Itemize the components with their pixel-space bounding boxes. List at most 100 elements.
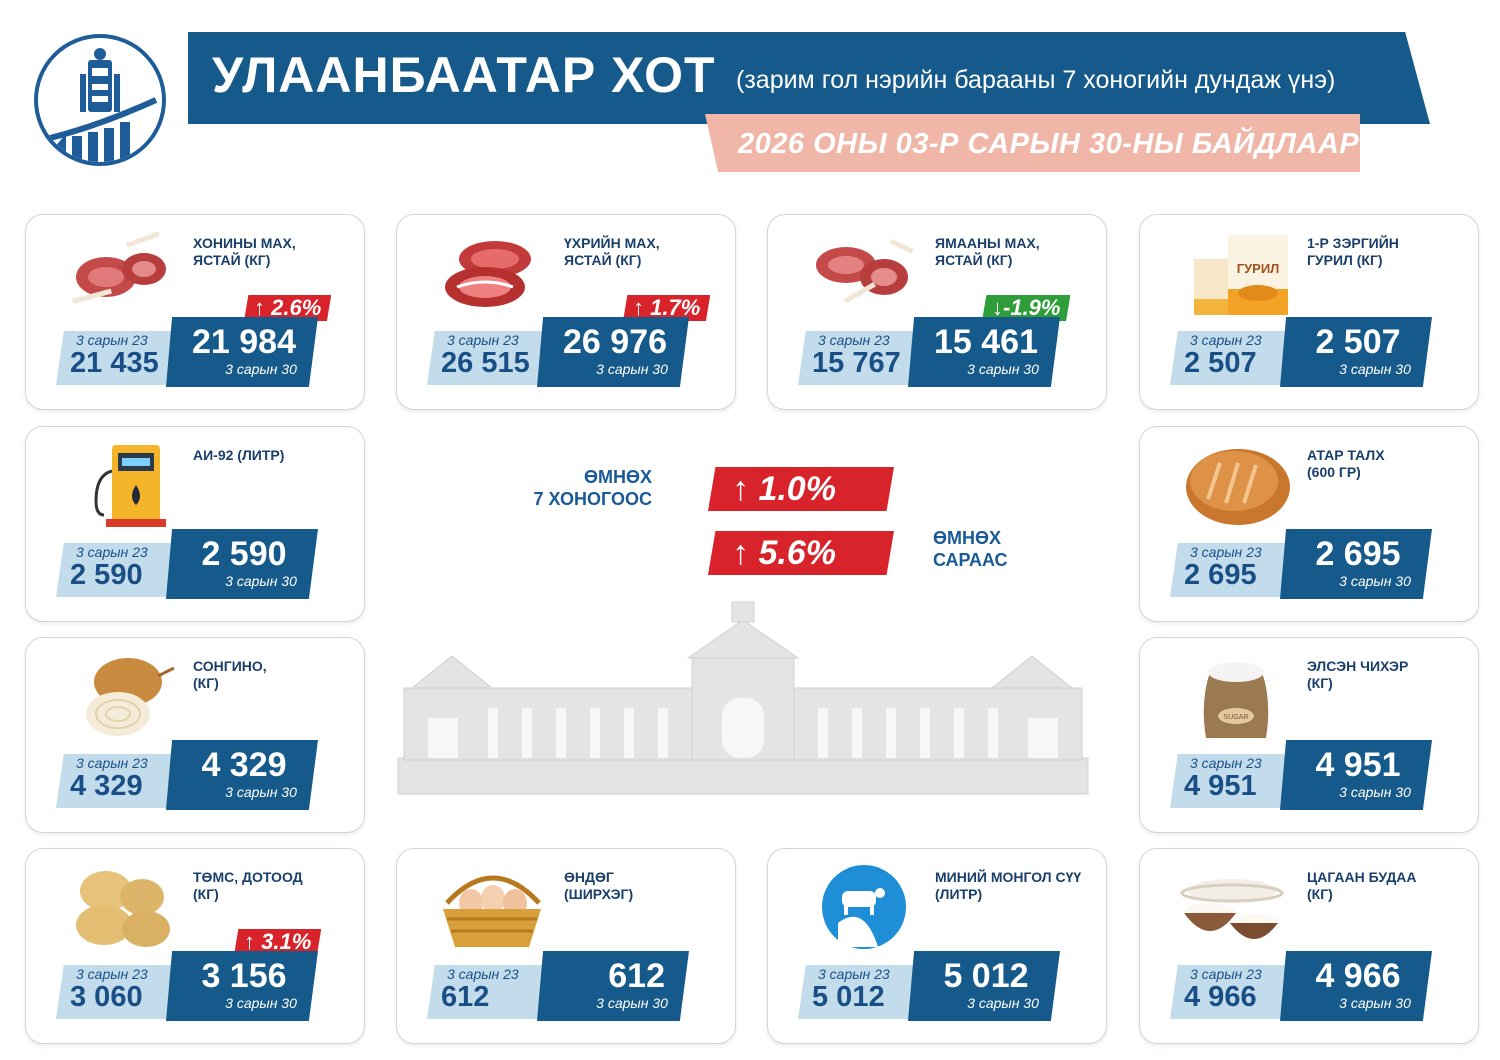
current-price: 26 976 bbox=[563, 323, 667, 361]
current-date-label: 3 сарын 30 bbox=[596, 361, 668, 377]
week-change-label: ӨМНӨХ 7 ХОНОГООС bbox=[533, 467, 652, 509]
product-card-lamb: ХОНИНЫ МАХ, ЯСТАЙ (КГ) ↑ 2.6% 3 сарын 23… bbox=[25, 214, 365, 410]
prev-date-label: 3 сарын 23 bbox=[447, 332, 519, 348]
current-price-box bbox=[537, 317, 689, 387]
product-name: АИ-92 (ЛИТР) bbox=[193, 447, 285, 463]
current-date-label: 3 сарын 30 bbox=[1339, 995, 1411, 1011]
current-price-box bbox=[1280, 529, 1432, 599]
current-price: 2 507 bbox=[1315, 323, 1401, 361]
current-price: 4 951 bbox=[1315, 746, 1401, 784]
product-card-bread: АТАР ТАЛХ (600 ГР) 3 сарын 23 2 695 2 69… bbox=[1139, 426, 1479, 622]
prev-date-label: 3 сарын 23 bbox=[1190, 966, 1262, 982]
prev-price-box bbox=[798, 331, 928, 385]
prev-price-box bbox=[56, 965, 186, 1019]
product-name: АТАР ТАЛХ (600 ГР) bbox=[1307, 447, 1385, 480]
product-name: ҮХРИЙН МАХ, ЯСТАЙ (КГ) bbox=[564, 235, 660, 268]
current-date-label: 3 сарын 30 bbox=[1339, 784, 1411, 800]
prev-price-box bbox=[1170, 543, 1300, 597]
current-price-box bbox=[908, 951, 1060, 1021]
prev-price: 2 590 bbox=[70, 559, 143, 591]
product-card-beef: ҮХРИЙН МАХ, ЯСТАЙ (КГ) ↑ 1.7% 3 сарын 23… bbox=[396, 214, 736, 410]
current-price-box bbox=[166, 317, 318, 387]
prev-price-box bbox=[427, 331, 557, 385]
date-banner bbox=[705, 114, 1360, 172]
prev-price-box bbox=[56, 331, 186, 385]
current-price-box bbox=[537, 951, 689, 1021]
onion-icon bbox=[86, 658, 175, 736]
change-badge: ↑ 1.7% bbox=[623, 295, 711, 321]
current-price: 4 966 bbox=[1315, 957, 1401, 995]
page-title: УЛААНБААТАР ХОТ bbox=[212, 47, 716, 103]
product-name: ӨНДӨГ (ШИРХЭГ) bbox=[564, 869, 634, 902]
current-price-box bbox=[166, 529, 318, 599]
prev-date-label: 3 сарын 23 bbox=[76, 966, 148, 982]
prev-date-label: 3 сарын 23 bbox=[1190, 755, 1262, 771]
milk-icon bbox=[822, 865, 906, 949]
change-badge: ↑ 3.1% bbox=[234, 929, 322, 955]
current-date-label: 3 сарын 30 bbox=[1339, 573, 1411, 589]
product-card-rice: ЦАГААН БУДАА (КГ) 3 сарын 23 4 966 4 966… bbox=[1139, 848, 1479, 1044]
current-price-box bbox=[166, 951, 318, 1021]
prev-price-box bbox=[1170, 965, 1300, 1019]
current-price-box bbox=[1280, 740, 1432, 810]
prev-price: 5 012 bbox=[812, 981, 885, 1013]
product-name: ТӨМС, ДОТООД (КГ) bbox=[193, 869, 303, 902]
current-price-box bbox=[1280, 317, 1432, 387]
current-date-label: 3 сарын 30 bbox=[225, 361, 297, 377]
current-price: 3 156 bbox=[201, 957, 287, 995]
prev-price: 2 507 bbox=[1184, 347, 1257, 379]
current-date-label: 3 сарын 30 bbox=[225, 995, 297, 1011]
product-card-flour: ГУРИЛ 1-Р ЗЭРГИЙН ГУРИЛ (КГ) 3 сарын 23 … bbox=[1139, 214, 1479, 410]
product-card-onion: СОНГИНО, (КГ) 3 сарын 23 4 329 4 329 3 с… bbox=[25, 637, 365, 833]
product-card-egg: ӨНДӨГ (ШИРХЭГ) 3 сарын 23 612 612 3 сары… bbox=[396, 848, 736, 1044]
bread-icon bbox=[1186, 449, 1290, 525]
prev-price: 15 767 bbox=[812, 347, 901, 379]
rice-bowl-icon bbox=[1180, 879, 1284, 939]
product-name: ХОНИНЫ МАХ, ЯСТАЙ (КГ) bbox=[193, 235, 296, 268]
current-date-label: 3 сарын 30 bbox=[225, 573, 297, 589]
current-price: 15 461 bbox=[934, 323, 1038, 361]
prev-date-label: 3 сарын 23 bbox=[447, 966, 519, 982]
current-price-box bbox=[1280, 951, 1432, 1021]
flour-bag-text: ГУРИЛ bbox=[1237, 261, 1280, 276]
goat-meat-icon bbox=[816, 239, 914, 304]
month-change-label: ӨМНӨХ САРААС bbox=[933, 528, 1008, 570]
page-subtitle: (зарим гол нэрийн барааны 7 хоногийн дун… bbox=[736, 66, 1336, 94]
product-card-milk: МИНИЙ МОНГОЛ СҮҮ (ЛИТР) 3 сарын 23 5 012… bbox=[767, 848, 1107, 1044]
prev-price: 21 435 bbox=[70, 347, 159, 379]
prev-price: 26 515 bbox=[441, 347, 530, 379]
prev-price-box bbox=[1170, 754, 1300, 808]
prev-price: 4 329 bbox=[70, 770, 143, 802]
prev-date-label: 3 сарын 23 bbox=[76, 544, 148, 560]
product-name: ЦАГААН БУДАА (КГ) bbox=[1307, 869, 1417, 902]
prev-price: 4 966 bbox=[1184, 981, 1257, 1013]
current-price: 612 bbox=[608, 957, 665, 995]
sugar-sack-text: SUGAR bbox=[1224, 714, 1249, 721]
current-date-label: 3 сарын 30 bbox=[967, 361, 1039, 377]
prev-price-box bbox=[798, 965, 928, 1019]
prev-date-label: 3 сарын 23 bbox=[76, 755, 148, 771]
potato-icon bbox=[76, 871, 170, 947]
logo bbox=[34, 34, 166, 166]
egg-basket-icon bbox=[443, 875, 541, 947]
product-card-sugar: SUGAR ЭЛСЭН ЧИХЭР (КГ) 3 сарын 23 4 951 … bbox=[1139, 637, 1479, 833]
change-badge: ↑ 2.6% bbox=[244, 295, 332, 321]
current-price-box bbox=[908, 317, 1060, 387]
prev-price-box bbox=[56, 754, 186, 808]
prev-date-label: 3 сарын 23 bbox=[1190, 332, 1262, 348]
current-price-box bbox=[166, 740, 318, 810]
report-date: 2026 ОНЫ 03-Р САРЫН 30-НЫ БАЙДЛААР bbox=[738, 128, 1360, 160]
product-card-goat: ЯМААНЫ МАХ, ЯСТАЙ (КГ) ↓-1.9% 3 сарын 23… bbox=[767, 214, 1107, 410]
product-card-potato: ТӨМС, ДОТООД (КГ) ↑ 3.1% 3 сарын 23 3 06… bbox=[25, 848, 365, 1044]
product-name: 1-Р ЗЭРГИЙН ГУРИЛ (КГ) bbox=[1307, 235, 1399, 268]
prev-price-box bbox=[56, 543, 186, 597]
prev-price-box bbox=[1170, 331, 1300, 385]
week-change-badge: ↑ 1.0% bbox=[708, 467, 894, 511]
prev-price: 4 951 bbox=[1184, 770, 1257, 802]
prev-price-box bbox=[427, 965, 557, 1019]
prev-date-label: 3 сарын 23 bbox=[1190, 544, 1262, 560]
change-badge: ↓-1.9% bbox=[982, 295, 1071, 321]
product-name: СОНГИНО, (КГ) bbox=[193, 658, 267, 691]
prev-price: 3 060 bbox=[70, 981, 143, 1013]
current-price: 21 984 bbox=[192, 323, 296, 361]
